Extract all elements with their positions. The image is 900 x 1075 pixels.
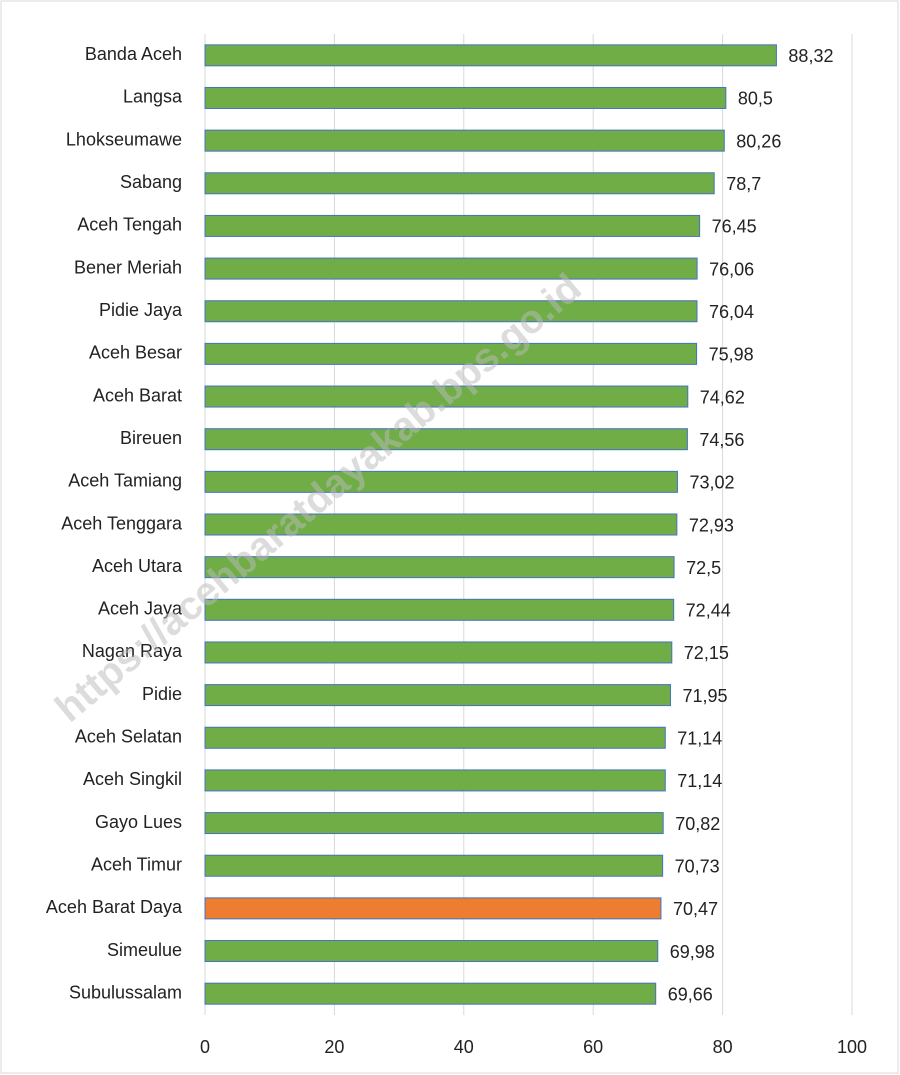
x-tick-label: 40	[454, 1037, 474, 1057]
bar	[204, 684, 672, 707]
data-label: 69,66	[668, 984, 713, 1004]
bar	[204, 982, 657, 1005]
data-label: 70,82	[675, 814, 720, 834]
y-tick-label: Lhokseumawe	[66, 129, 182, 149]
data-label: 71,95	[683, 686, 728, 706]
x-tick-label: 60	[583, 1037, 603, 1057]
bar	[204, 812, 664, 835]
y-tick-label: Aceh Utara	[92, 556, 183, 576]
bar	[204, 897, 662, 920]
y-tick-label: Aceh Besar	[89, 343, 182, 363]
data-label: 74,62	[700, 387, 745, 407]
bar	[204, 129, 725, 152]
x-tick-label: 0	[200, 1037, 210, 1057]
bar	[204, 86, 727, 109]
y-tick-label: Aceh Jaya	[98, 599, 183, 619]
x-tick-label: 80	[713, 1037, 733, 1057]
y-tick-label: Bener Meriah	[74, 257, 182, 277]
data-label: 78,7	[726, 174, 761, 194]
y-tick-label: Pidie Jaya	[99, 300, 183, 320]
data-label: 80,5	[738, 89, 773, 109]
data-label: 76,04	[709, 302, 754, 322]
y-tick-label: Banda Aceh	[85, 44, 182, 64]
bar	[204, 556, 675, 579]
data-label: 70,73	[675, 856, 720, 876]
bar	[204, 598, 675, 621]
y-tick-label: Bireuen	[120, 428, 182, 448]
bar	[204, 940, 659, 963]
data-label: 72,93	[689, 515, 734, 535]
data-label: 76,45	[712, 217, 757, 237]
data-label: 74,56	[699, 430, 744, 450]
y-tick-label: Simeulue	[107, 940, 182, 960]
x-tick-label: 100	[837, 1037, 867, 1057]
y-tick-label: Nagan Raya	[82, 641, 183, 661]
bar	[204, 44, 777, 67]
y-tick-label: Aceh Tamiang	[68, 471, 182, 491]
y-tick-label: Aceh Singkil	[83, 769, 182, 789]
x-tick-label: 20	[324, 1037, 344, 1057]
bar	[204, 428, 688, 451]
data-label: 76,06	[709, 259, 754, 279]
data-label: 72,44	[686, 601, 731, 621]
bar	[204, 300, 698, 323]
y-tick-label: Aceh Barat Daya	[46, 897, 183, 917]
bar	[204, 342, 698, 365]
bar	[204, 641, 673, 664]
y-tick-label: Aceh Tenggara	[61, 513, 183, 533]
y-tick-label: Aceh Selatan	[75, 727, 182, 747]
y-tick-label: Subulussalam	[69, 982, 182, 1002]
data-label: 88,32	[788, 46, 833, 66]
data-label: 69,98	[670, 942, 715, 962]
bar	[204, 513, 678, 536]
data-label: 71,14	[677, 729, 722, 749]
bar	[204, 172, 715, 195]
bar	[204, 470, 678, 493]
data-label: 70,47	[673, 899, 718, 919]
data-label: 72,15	[684, 643, 729, 663]
bar	[204, 257, 698, 280]
y-tick-label: Aceh Barat	[93, 385, 182, 405]
y-tick-label: Aceh Timur	[91, 854, 182, 874]
data-label: 71,14	[677, 771, 722, 791]
data-label: 75,98	[709, 345, 754, 365]
data-label: 80,26	[736, 131, 781, 151]
data-label: 72,5	[686, 558, 721, 578]
bar	[204, 769, 666, 792]
bar	[204, 854, 664, 877]
y-tick-label: Gayo Lues	[95, 812, 182, 832]
y-tick-label: Sabang	[120, 172, 182, 192]
bar	[204, 726, 666, 749]
bar	[204, 385, 689, 408]
y-tick-label: Pidie	[142, 684, 182, 704]
data-label: 73,02	[689, 473, 734, 493]
y-tick-label: Aceh Tengah	[77, 215, 182, 235]
bar	[204, 214, 701, 237]
y-tick-label: Langsa	[123, 87, 183, 107]
